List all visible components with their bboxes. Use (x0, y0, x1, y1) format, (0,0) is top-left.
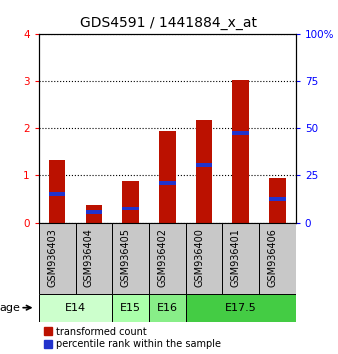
Bar (86, 205, 102, 223)
Bar (39, 223, 76, 293)
Bar (122, 181, 139, 223)
Bar (269, 197, 286, 201)
Bar (233, 80, 249, 223)
Text: E17.5: E17.5 (225, 303, 257, 313)
Text: E16: E16 (157, 303, 178, 313)
Text: GSM936402: GSM936402 (157, 228, 167, 287)
Bar (159, 181, 175, 185)
Text: GSM936404: GSM936404 (84, 228, 94, 287)
Bar (159, 131, 175, 223)
Text: GSM936403: GSM936403 (47, 228, 57, 287)
Bar (76, 223, 112, 293)
Bar (259, 223, 296, 293)
Bar (39, 293, 112, 322)
Bar (186, 293, 296, 322)
Bar (269, 178, 286, 223)
Legend: transformed count, percentile rank within the sample: transformed count, percentile rank withi… (44, 327, 221, 349)
Text: GSM936400: GSM936400 (194, 228, 204, 287)
Bar (122, 207, 139, 210)
Bar (86, 210, 102, 214)
Bar (49, 160, 66, 223)
Text: E15: E15 (120, 303, 141, 313)
Text: GDS4591 / 1441884_x_at: GDS4591 / 1441884_x_at (80, 16, 258, 30)
Text: E14: E14 (65, 303, 86, 313)
Bar (233, 131, 249, 135)
Text: age: age (0, 303, 20, 313)
Bar (196, 120, 212, 223)
Bar (149, 293, 186, 322)
Bar (196, 163, 212, 167)
Bar (49, 192, 66, 196)
Bar (186, 223, 222, 293)
Bar (112, 223, 149, 293)
Bar (149, 223, 186, 293)
Text: GSM936406: GSM936406 (267, 228, 277, 287)
Text: GSM936401: GSM936401 (231, 228, 241, 287)
Bar (222, 223, 259, 293)
Text: GSM936405: GSM936405 (121, 228, 130, 287)
Bar (112, 293, 149, 322)
